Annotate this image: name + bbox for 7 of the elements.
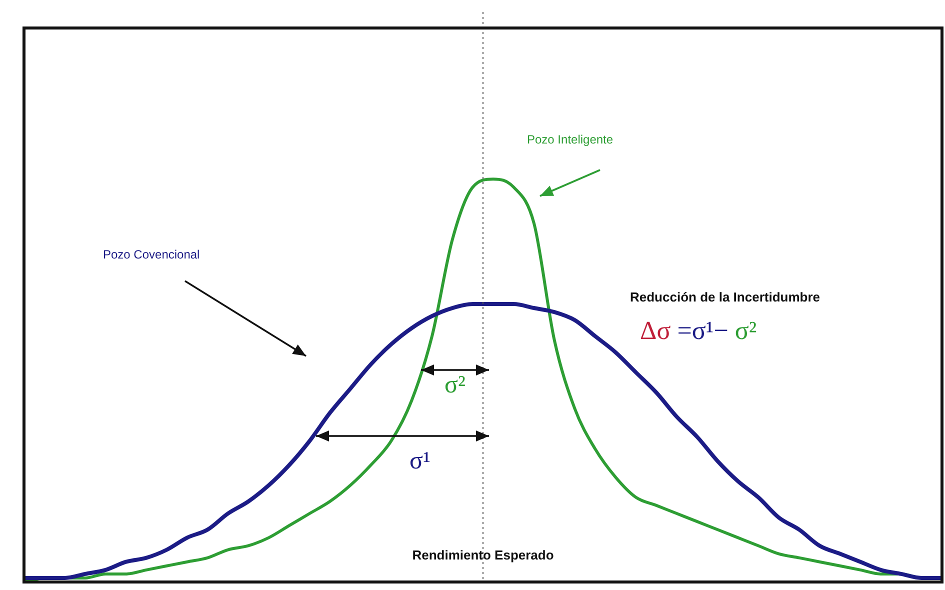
annotation: σ²	[444, 372, 466, 399]
text: Pozo Covencional	[103, 247, 200, 262]
annotation: Reducción de la Incertidumbre	[630, 290, 820, 305]
text: Rendimiento Esperado	[412, 548, 554, 563]
annotation: σ¹	[410, 448, 430, 475]
text: Pozo Inteligente	[527, 132, 614, 146]
annotation: Δσ =σ¹− σ²	[640, 316, 757, 345]
